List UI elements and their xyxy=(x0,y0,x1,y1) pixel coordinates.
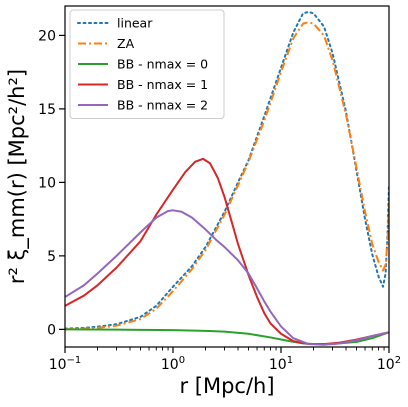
plot-frame xyxy=(64,5,390,348)
axis-ticks: 10−1 100 101 102 0 5 10 15 20 xyxy=(38,28,401,373)
legend: linear ZA BB - nmax = 0 BB - nmax = 1 BB - n… xyxy=(69,9,225,119)
x-tick-label: 10−1 xyxy=(49,355,82,373)
y-tick-label: 20 xyxy=(38,28,56,44)
x-tick-label: 101 xyxy=(269,355,293,373)
series-line-5 xyxy=(65,209,389,346)
y-tick-label: 5 xyxy=(47,249,56,265)
x-tick-label: 100 xyxy=(161,355,185,373)
series-line-1 xyxy=(65,10,389,330)
plot-lines xyxy=(65,10,389,346)
legend-box xyxy=(69,9,225,119)
x-tick-label: 102 xyxy=(377,355,401,373)
legend-label: ZA xyxy=(117,36,135,51)
series-line-4 xyxy=(65,157,389,346)
legend-label: BB - nmax = 0 xyxy=(117,57,208,72)
legend-label: BB - nmax = 2 xyxy=(117,98,208,113)
y-tick-label: 15 xyxy=(38,102,56,118)
y-tick-label: 10 xyxy=(38,175,56,191)
legend-label: linear xyxy=(117,16,153,31)
y-axis-label: r² ξ_mm(r) [Mpc²/h²] xyxy=(5,69,30,284)
x-axis-label: r [Mpc/h] xyxy=(179,374,274,398)
series-line-3 xyxy=(65,328,389,346)
y-tick-label: 0 xyxy=(47,322,56,338)
legend-label: BB - nmax = 1 xyxy=(117,77,208,92)
series-line-2 xyxy=(65,21,389,331)
